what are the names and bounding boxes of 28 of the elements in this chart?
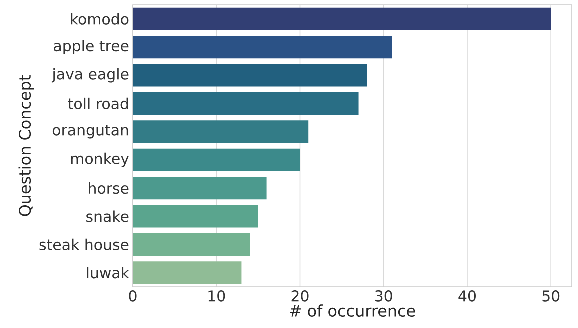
y-tick-label: snake [86, 210, 129, 222]
y-tick-label: monkey [72, 152, 130, 168]
bar [133, 177, 267, 200]
x-tick-label: 20 [292, 290, 309, 302]
y-tick-label: apple tree [54, 40, 129, 55]
x-tick-label: 10 [208, 290, 226, 302]
y-tick-label: orangutan [52, 125, 128, 139]
y-tick-label: java eagle [52, 68, 129, 83]
y-tick-label: komodo [71, 13, 129, 25]
bar [133, 262, 242, 284]
x-tick-label: 40 [458, 290, 476, 302]
bar [133, 233, 250, 256]
bar [133, 120, 309, 144]
bar [133, 148, 300, 172]
bar [133, 8, 552, 30]
x-axis-title: # of occurrence [290, 304, 416, 317]
y-tick-label: steak house [40, 238, 129, 250]
bar [133, 92, 359, 115]
x-tick-label: 50 [542, 290, 560, 302]
bar [133, 36, 392, 59]
bar [133, 205, 258, 228]
y-tick-label: horse [89, 182, 129, 194]
x-tick-label: 0 [129, 290, 137, 302]
x-tick-label: 30 [375, 290, 392, 302]
y-tick-label: toll road [68, 98, 128, 110]
y-tick-label: luwak [87, 267, 130, 279]
y-axis-title: Question Concept [18, 75, 34, 216]
bar [133, 64, 368, 87]
